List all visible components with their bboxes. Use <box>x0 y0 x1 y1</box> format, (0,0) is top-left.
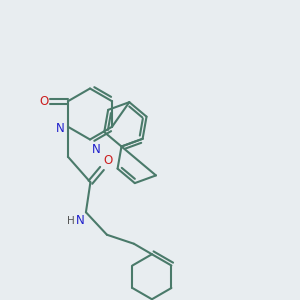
Text: H: H <box>67 216 74 226</box>
Text: O: O <box>103 154 113 167</box>
Text: N: N <box>92 143 100 156</box>
Text: N: N <box>76 214 84 227</box>
Text: N: N <box>56 122 64 135</box>
Text: O: O <box>39 95 48 108</box>
